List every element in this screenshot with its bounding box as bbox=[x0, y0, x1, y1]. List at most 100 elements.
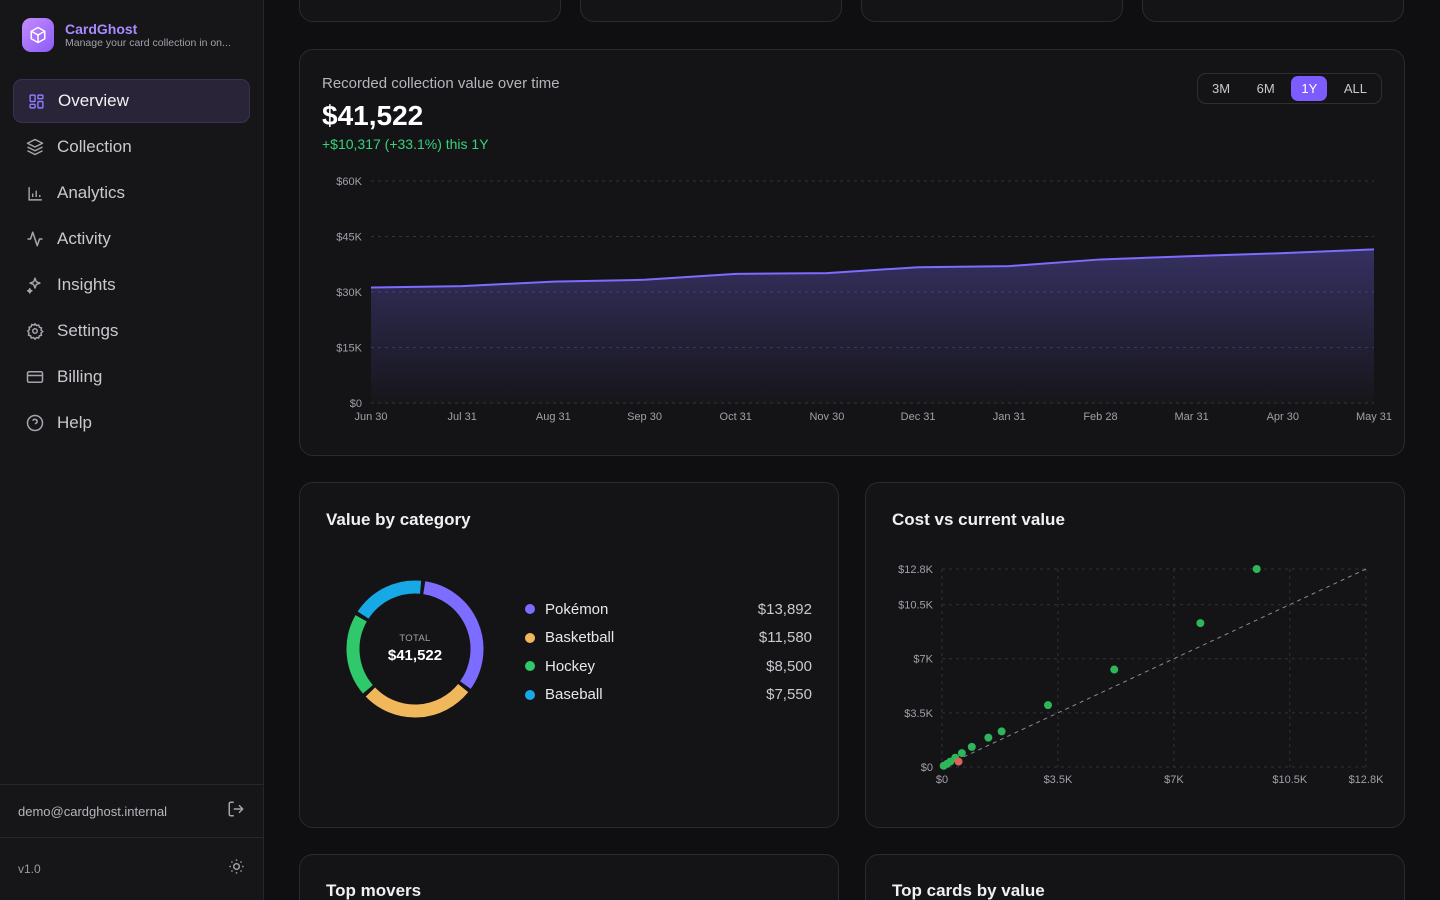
sidebar-item-label: Insights bbox=[57, 275, 116, 294]
range-all-button[interactable]: ALL bbox=[1343, 81, 1367, 96]
legend-value: $11,580 bbox=[758, 629, 812, 647]
help-circle-icon bbox=[26, 414, 44, 432]
x-tick-label: Oct 31 bbox=[720, 411, 752, 423]
bar-chart-icon bbox=[26, 184, 44, 202]
sidebar-item-activity[interactable]: Activity bbox=[13, 217, 250, 261]
range-selector: 3M 6M 1Y ALL bbox=[1197, 73, 1382, 104]
x-tick-label: $10.5K bbox=[1272, 774, 1308, 786]
value-over-time-card: Recorded collection value over time $41,… bbox=[299, 49, 1405, 456]
x-tick-label: May 31 bbox=[1356, 411, 1392, 423]
x-tick-label: Mar 31 bbox=[1175, 411, 1209, 423]
sidebar-item-label: Settings bbox=[57, 321, 119, 340]
y-tick-label: $30K bbox=[336, 287, 362, 299]
x-tick-label: $3.5K bbox=[1044, 774, 1073, 786]
sidebar-item-label: Help bbox=[57, 413, 92, 432]
legend-name: Baseball bbox=[545, 686, 603, 704]
scatter-point bbox=[984, 733, 993, 742]
version-row: v1.0 bbox=[0, 838, 263, 900]
sidebar-item-analytics[interactable]: Analytics bbox=[13, 171, 250, 215]
sidebar-item-collection[interactable]: Collection bbox=[13, 125, 250, 169]
sidebar-item-billing[interactable]: Billing bbox=[13, 355, 250, 399]
stat-card bbox=[1142, 0, 1404, 22]
collection-value: $41,522 bbox=[322, 100, 424, 131]
x-tick-label: $12.8K bbox=[1349, 774, 1385, 786]
y-tick-label: $45K bbox=[336, 232, 362, 244]
legend-item: Hockey $8,500 bbox=[525, 652, 812, 681]
cost-vs-value-scatter: $0$0 $3.5K $3.5K $7K $7K $10.5K $10.5K $12.8K $1… bbox=[898, 564, 1385, 786]
cube-logo-icon bbox=[22, 18, 54, 52]
scatter-point bbox=[1196, 619, 1205, 628]
y-tick-label: $7K bbox=[913, 654, 933, 666]
logout-icon[interactable] bbox=[227, 800, 245, 823]
brand[interactable]: CardGhost Manage your card collection in… bbox=[22, 18, 231, 52]
user-email: demo@cardghost.internal bbox=[18, 803, 168, 819]
sidebar-item-label: Activity bbox=[57, 229, 111, 248]
scatter-point bbox=[1044, 701, 1052, 710]
gear-icon bbox=[26, 322, 44, 340]
legend-item: Baseball $7,550 bbox=[525, 681, 812, 710]
legend-value: $8,500 bbox=[766, 657, 812, 675]
scatter-point bbox=[967, 742, 976, 751]
legend-item: Pokémon $13,892 bbox=[525, 595, 812, 624]
top-cards-card: Top cards by value bbox=[865, 854, 1405, 900]
x-tick-label: Aug 31 bbox=[536, 411, 571, 423]
value-change: +$10,317 (+33.1%) this 1Y bbox=[322, 136, 489, 152]
legend-name: Pokémon bbox=[545, 600, 609, 618]
legend-swatch bbox=[525, 604, 535, 615]
scatter-point bbox=[939, 761, 948, 770]
legend-swatch bbox=[525, 661, 535, 672]
sparkles-icon bbox=[26, 276, 44, 294]
y-tick-label: $60K bbox=[336, 176, 362, 188]
brand-name: CardGhost bbox=[65, 20, 138, 37]
legend-value: $7,550 bbox=[766, 686, 812, 704]
sidebar-nav: Overview Collection Analytics Activity I… bbox=[13, 79, 250, 447]
range-3m-button[interactable]: 3M bbox=[1212, 81, 1231, 96]
category-legend: Pokémon $13,892 Basketball $11,580 Hocke… bbox=[525, 595, 812, 709]
x-tick-label: $7K bbox=[1164, 774, 1184, 786]
legend-swatch bbox=[525, 632, 535, 643]
credit-card-icon bbox=[26, 368, 44, 386]
sun-icon[interactable] bbox=[228, 858, 245, 880]
legend-item: Basketball $11,580 bbox=[525, 624, 812, 653]
sidebar-item-help[interactable]: Help bbox=[13, 401, 250, 445]
top-cards-title: Top cards by value bbox=[892, 881, 1045, 900]
x-tick-label: Jan 31 bbox=[993, 411, 1026, 423]
x-tick-label: Nov 30 bbox=[809, 411, 844, 423]
category-donut-chart bbox=[346, 580, 484, 718]
y-tick-label: $0 bbox=[921, 762, 933, 774]
donut-total-label: TOTAL bbox=[399, 633, 431, 644]
scatter-point bbox=[957, 749, 966, 758]
value-area-fill bbox=[371, 249, 1374, 403]
category-card: Value by category TOTAL $41,522 Pokémon … bbox=[299, 482, 839, 828]
stat-card bbox=[299, 0, 561, 22]
x-tick-label: Sep 30 bbox=[627, 411, 662, 423]
y-tick-label: $0 bbox=[350, 398, 362, 410]
legend-name: Basketball bbox=[545, 629, 615, 647]
top-movers-title: Top movers bbox=[326, 881, 422, 900]
donut-total-value: $41,522 bbox=[387, 647, 443, 664]
version-label: v1.0 bbox=[18, 862, 41, 876]
x-tick-label: Apr 30 bbox=[1267, 411, 1299, 423]
donut-slice-baseball bbox=[357, 580, 422, 619]
activity-icon bbox=[26, 230, 44, 248]
stat-card bbox=[580, 0, 842, 22]
account-row: demo@cardghost.internal bbox=[0, 784, 263, 838]
sidebar-item-insights[interactable]: Insights bbox=[13, 263, 250, 307]
range-1y-button[interactable]: 1Y bbox=[1291, 76, 1328, 101]
range-6m-button[interactable]: 6M bbox=[1256, 81, 1275, 96]
x-tick-label: Feb 28 bbox=[1083, 411, 1117, 423]
sidebar-item-overview[interactable]: Overview bbox=[13, 79, 250, 123]
sidebar: CardGhost Manage your card collection in… bbox=[0, 0, 264, 900]
sidebar-item-label: Overview bbox=[58, 91, 129, 110]
top-movers-card: Top movers bbox=[299, 854, 839, 900]
sidebar-item-settings[interactable]: Settings bbox=[13, 309, 250, 353]
sidebar-item-label: Billing bbox=[57, 367, 103, 386]
cost-vs-value-card: Cost vs current value $0 $0 $3.5K $3.5K $7K $… bbox=[865, 482, 1405, 828]
donut-slice-pokmon bbox=[423, 581, 484, 689]
y-tick-label: $3.5K bbox=[904, 708, 933, 720]
donut-slice-hockey bbox=[346, 615, 373, 694]
brand-subtitle: Manage your card collection in on... bbox=[65, 36, 231, 49]
stat-card bbox=[861, 0, 1123, 22]
sidebar-item-label: Analytics bbox=[57, 183, 126, 202]
grid-icon bbox=[27, 92, 45, 110]
